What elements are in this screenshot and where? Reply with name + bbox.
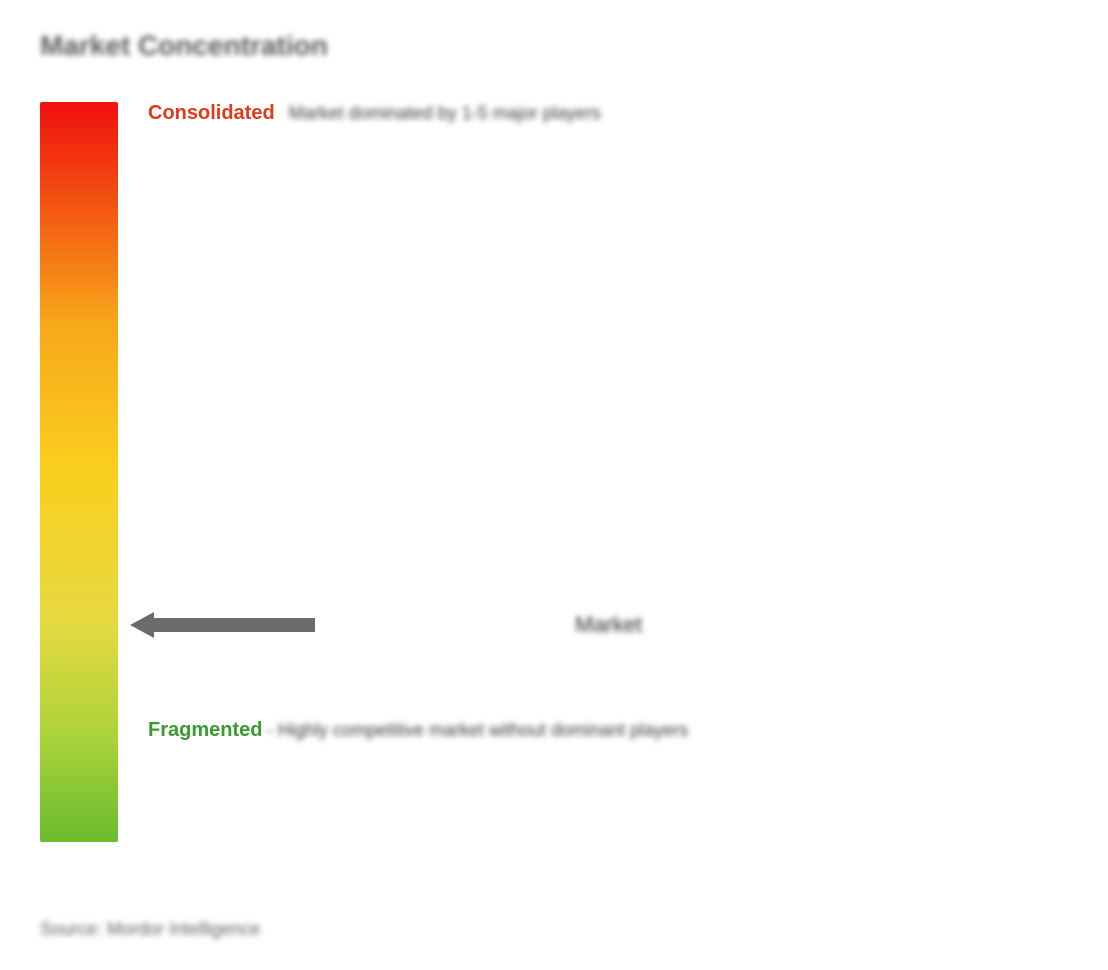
concentration-gradient-bar xyxy=(40,102,118,842)
chart-body: Consolidated Market dominated by 1-5 maj… xyxy=(40,102,1068,842)
fragmented-description: - Highly competitive market without domi… xyxy=(267,720,688,740)
consolidated-label: Consolidated xyxy=(148,102,275,125)
fragmented-row: Fragmented - Highly competitive market w… xyxy=(148,712,688,748)
indicator-row: Market xyxy=(130,612,642,638)
market-label: Market xyxy=(575,612,642,638)
source-text: Source: Mordor Intelligence xyxy=(40,919,260,940)
consolidated-row: Consolidated Market dominated by 1-5 maj… xyxy=(148,102,601,125)
indicator-arrow-icon xyxy=(130,612,315,638)
chart-title: Market Concentration xyxy=(40,30,1068,62)
labels-column: Consolidated Market dominated by 1-5 maj… xyxy=(148,102,1068,842)
fragmented-label: Fragmented xyxy=(148,719,262,741)
consolidated-description: Market dominated by 1-5 major players xyxy=(289,103,601,124)
